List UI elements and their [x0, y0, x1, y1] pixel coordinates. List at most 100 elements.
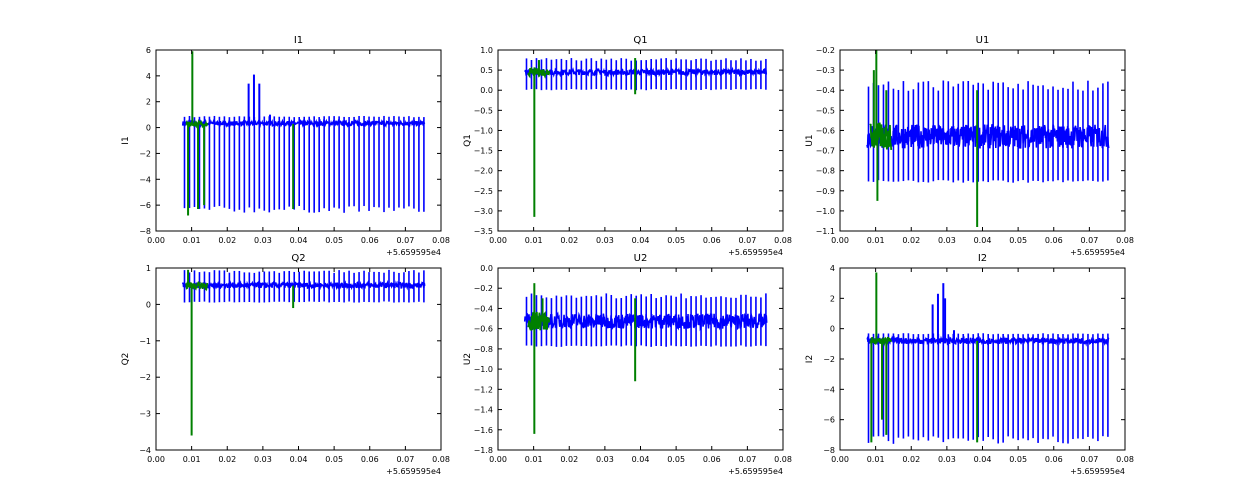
x-tick-label: 0.01: [183, 455, 201, 464]
x-tick-label: 0.05: [325, 236, 343, 245]
x-tick-label: 0.05: [667, 236, 685, 245]
x-tick-label: 0.04: [974, 236, 992, 245]
y-tick-label: −0.5: [474, 106, 493, 115]
y-tick-label: −0.7: [816, 147, 835, 156]
y-tick-label: 1.0: [480, 46, 493, 55]
y-tick-label: −3: [139, 410, 151, 419]
series-main: [866, 283, 1110, 444]
x-offset-label: +5.659595e4: [386, 467, 441, 476]
chart-title: Q1: [633, 35, 647, 46]
x-tick-label: 0.05: [667, 455, 685, 464]
y-tick-label: −4: [139, 175, 151, 184]
plot-lines: [866, 50, 1110, 227]
x-tick-label: 0.05: [1009, 455, 1027, 464]
subplot-U1: 0.00 0.01 0.02 0.03 0.04 0.05 0.06 0.07 0.08 −1.1…: [805, 35, 1134, 257]
series-main: [181, 74, 426, 213]
y-tick-label: 0.0: [480, 86, 493, 95]
y-tick-label: −1.6: [474, 426, 493, 435]
y-tick-label: −0.3: [816, 66, 835, 75]
x-offset-label: +5.659595e4: [728, 248, 783, 257]
y-tick-label: −0.8: [474, 345, 493, 354]
x-tick-label: 0.00: [831, 455, 849, 464]
y-tick-label: −0.5: [816, 106, 835, 115]
y-axis-label: Q1: [463, 134, 473, 147]
y-tick-label: 2: [830, 294, 835, 303]
series-event: [185, 51, 295, 216]
subplot-Q1: 0.00 0.01 0.02 0.03 0.04 0.05 0.06 0.07 0.08 −3.5…: [463, 35, 792, 257]
x-tick-label: 0.06: [361, 455, 379, 464]
x-tick-label: 0.00: [147, 455, 165, 464]
series-band: [527, 66, 551, 79]
y-tick-label: −2.0: [474, 167, 493, 176]
y-tick-label: −2.5: [474, 187, 493, 196]
y-tick-label: −1.1: [816, 227, 835, 236]
x-tick-label: 0.08: [432, 455, 450, 464]
y-tick-label: −1.8: [474, 446, 493, 455]
x-tick-label: 0.05: [1009, 236, 1027, 245]
x-tick-label: 0.02: [560, 236, 578, 245]
y-tick-label: −4: [823, 385, 835, 394]
y-tick-label: −1: [139, 337, 151, 346]
series-event: [527, 283, 637, 434]
series-event: [185, 269, 295, 436]
y-tick-label: −1.5: [474, 147, 493, 156]
series-main: [866, 80, 1110, 183]
series-event: [527, 58, 637, 217]
y-tick-label: 1: [146, 264, 151, 273]
y-axis-label: U2: [463, 353, 473, 365]
x-tick-label: 0.07: [1080, 236, 1098, 245]
x-tick-label: 0.07: [738, 236, 756, 245]
subplot-I2: 0.00 0.01 0.02 0.03 0.04 0.05 0.06 0.07 0.08 −8 −6…: [805, 253, 1134, 476]
y-tick-label: −2: [823, 355, 835, 364]
x-tick-label: 0.02: [902, 455, 920, 464]
x-tick-label: 0.05: [325, 455, 343, 464]
x-tick-label: 0.08: [1116, 455, 1134, 464]
x-tick-label: 0.06: [1045, 455, 1063, 464]
chart-title: Q2: [291, 253, 305, 264]
x-tick-label: 0.00: [489, 236, 507, 245]
chart-title: U2: [634, 253, 648, 264]
x-tick-label: 0.01: [525, 236, 543, 245]
x-tick-label: 0.06: [703, 455, 721, 464]
y-tick-label: 0: [146, 124, 151, 133]
y-tick-label: −6: [139, 201, 151, 210]
y-tick-label: 6: [146, 46, 151, 55]
y-tick-label: −3.0: [474, 207, 493, 216]
x-tick-label: 0.07: [1080, 455, 1098, 464]
y-tick-label: −1.0: [474, 126, 493, 135]
y-tick-label: −4: [139, 446, 151, 455]
chart-title: I1: [294, 35, 303, 46]
x-offset-label: +5.659595e4: [386, 248, 441, 257]
series-band: [185, 280, 209, 292]
y-tick-label: −0.9: [816, 187, 835, 196]
y-axis-label: Q2: [121, 353, 131, 366]
series-band: [527, 310, 551, 332]
x-tick-label: 0.08: [432, 236, 450, 245]
y-tick-label: −1.2: [474, 385, 493, 394]
y-tick-label: −0.8: [816, 167, 835, 176]
x-tick-label: 0.03: [596, 236, 614, 245]
y-tick-label: −0.6: [816, 126, 835, 135]
x-tick-label: 0.06: [361, 236, 379, 245]
y-tick-label: 4: [830, 264, 835, 273]
subplot-U2: 0.00 0.01 0.02 0.03 0.04 0.05 0.06 0.07 0.08 −1.8…: [463, 253, 792, 476]
y-tick-label: −0.2: [474, 284, 493, 293]
x-tick-label: 0.04: [974, 455, 992, 464]
x-tick-label: 0.00: [831, 236, 849, 245]
series-main: [524, 58, 768, 91]
x-offset-label: +5.659595e4: [728, 467, 783, 476]
chart-title: U1: [976, 35, 990, 46]
x-tick-label: 0.03: [938, 455, 956, 464]
y-tick-label: −0.2: [816, 46, 835, 55]
x-tick-label: 0.02: [218, 455, 236, 464]
y-tick-label: −2: [139, 373, 151, 382]
x-tick-label: 0.04: [290, 455, 308, 464]
series-main: [181, 269, 426, 303]
x-tick-label: 0.04: [290, 236, 308, 245]
series-main: [523, 293, 768, 347]
y-tick-label: −2: [139, 149, 151, 158]
subplot-I1: 0.00 0.01 0.02 0.03 0.04 0.05 0.06 0.07 0.08 −8 −6…: [121, 35, 450, 257]
x-tick-label: 0.08: [774, 236, 792, 245]
x-tick-label: 0.02: [902, 236, 920, 245]
x-tick-label: 0.07: [396, 236, 414, 245]
